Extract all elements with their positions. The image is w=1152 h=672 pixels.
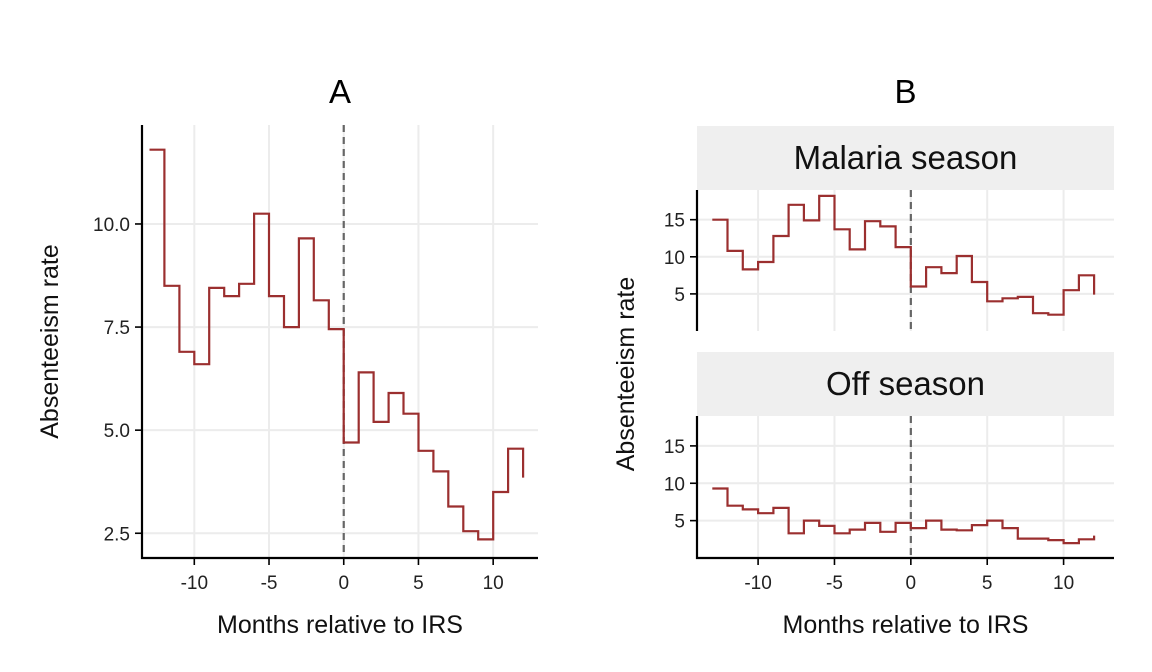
panel-b-x-axis-title: Months relative to IRS (783, 611, 1029, 639)
panel-b-x-tick-label: 10 (1053, 573, 1074, 594)
panel-b-y-tick-label: 10 (664, 248, 685, 269)
panel-b-y-tick-label: 15 (664, 211, 685, 232)
panel-a-title: A (329, 73, 351, 110)
panel-b-y-axis-title: Absenteeism rate (612, 277, 640, 472)
panel-b-y-tick-label: 5 (674, 512, 685, 533)
panel-b-facet-strip (697, 352, 1114, 416)
panel-b-x-tick-label: 0 (906, 573, 917, 594)
panel-a-y-tick-label: 7.5 (104, 318, 130, 339)
panel-b-title: B (894, 73, 916, 110)
panel-b-x-tick-label: -5 (826, 573, 843, 594)
panel-b-axes (695, 416, 1114, 560)
panel-b-facet-strip (697, 126, 1114, 190)
panel-a-y-axis-title: Absenteeism rate (36, 244, 64, 439)
panel-a-y-tick-label: 2.5 (104, 524, 130, 545)
panel-a-x-tick-label: -10 (181, 573, 208, 594)
panel-b-y-tick-label: 10 (664, 474, 685, 495)
panel-a-x-tick-label: 5 (413, 573, 424, 594)
panel-a-x-tick-label: -5 (261, 573, 278, 594)
panel-a-axes (140, 125, 538, 560)
panel-a-x-tick-label: 0 (338, 573, 349, 594)
panel-b-absenteeism-series (712, 487, 1096, 545)
panel-a-x-tick-label: 10 (483, 573, 504, 594)
panel-b-y-tick-label: 15 (664, 437, 685, 458)
panel-a-absenteeism-series (149, 148, 525, 541)
panel-b-y-tick-label: 5 (674, 285, 685, 306)
panel-b-x-tick-label: 5 (982, 573, 993, 594)
panel-b-facet-strip-label: Malaria season (794, 139, 1018, 176)
panel-a-y-tick-label: 5.0 (104, 421, 130, 442)
panel-a-x-axis-title: Months relative to IRS (217, 611, 463, 639)
panel-b-x-tick-label: -10 (744, 573, 771, 594)
panel-b-facet-strip-label: Off season (826, 365, 985, 402)
panel-a-y-tick-label: 10.0 (93, 215, 130, 236)
panel-b-absenteeism-series (712, 194, 1096, 316)
